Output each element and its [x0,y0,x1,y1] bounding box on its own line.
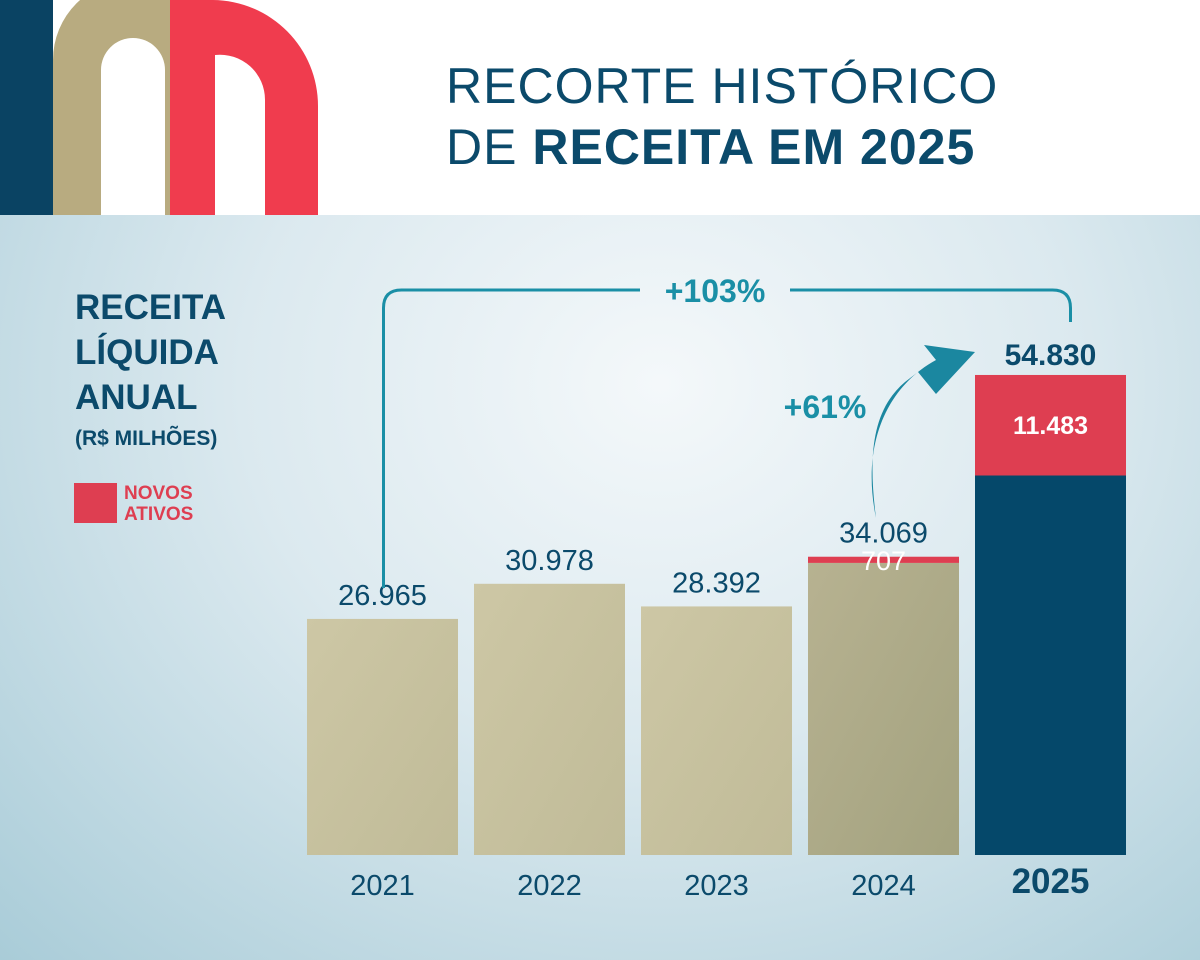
novos-ativos-label-2024: 707 [861,546,906,576]
title-line-1: RECORTE HISTÓRICO [446,58,999,114]
chart-unit: (R$ MILHÕES) [75,427,218,450]
bar-2021 [307,618,458,855]
bar-2025 [975,475,1126,855]
bar-novos-ativos-2024 [808,556,959,563]
bracket-left [382,288,640,588]
ylabel-line-3: ANUAL [75,378,198,417]
title-line-2: DE RECEITA EM 2025 [446,117,998,178]
title-line-2-prefix: DE [446,119,533,175]
title-line-2-bold: RECEITA EM 2025 [532,119,976,175]
bar-2024 [808,562,959,855]
category-label-2021: 2021 [350,870,415,902]
labels-group: 26.965202130.978202228.392202370734.0692… [338,339,1096,902]
header: RECORTE HISTÓRICO DE RECEITA EM 2025 [0,0,1200,215]
category-label-2023: 2023 [684,870,749,902]
chart-ylabel: RECEITA LÍQUIDA ANUAL [75,285,226,420]
brand-logo [0,0,318,215]
value-label-2025: 54.830 [1005,339,1097,372]
growth-label-total: +103% [665,273,766,309]
value-label-2023: 28.392 [672,567,761,599]
novos-ativos-label-2025: 11.483 [1013,412,1088,440]
category-label-2025: 2025 [1012,862,1090,901]
category-label-2024: 2024 [851,870,916,902]
logo-navy-stripe [0,0,53,215]
bar-2022 [474,583,625,855]
ylabel-line-1: RECEITA [75,288,227,327]
legend-label-line-2: ATIVOS [124,504,194,525]
category-label-2022: 2022 [517,870,582,902]
value-label-2024: 34.069 [839,518,928,550]
bracket-right [790,288,1072,322]
growth-arrow [871,345,975,518]
bar-novos-ativos-2025 [975,374,1126,476]
annotations-group: +103% +61% [382,273,1072,588]
logo-red-arch [170,0,318,215]
legend-swatch-novos-ativos [74,483,117,523]
bar-2023 [641,606,792,855]
value-label-2022: 30.978 [505,545,594,577]
legend-label: NOVOS ATIVOS [124,483,244,525]
growth-label-year: +61% [784,389,867,425]
page-title: RECORTE HISTÓRICO DE RECEITA EM 2025 [446,56,998,178]
ylabel-line-2: LÍQUIDA [75,333,219,372]
legend-label-line-1: NOVOS [124,483,193,504]
bars-group [307,374,1126,855]
